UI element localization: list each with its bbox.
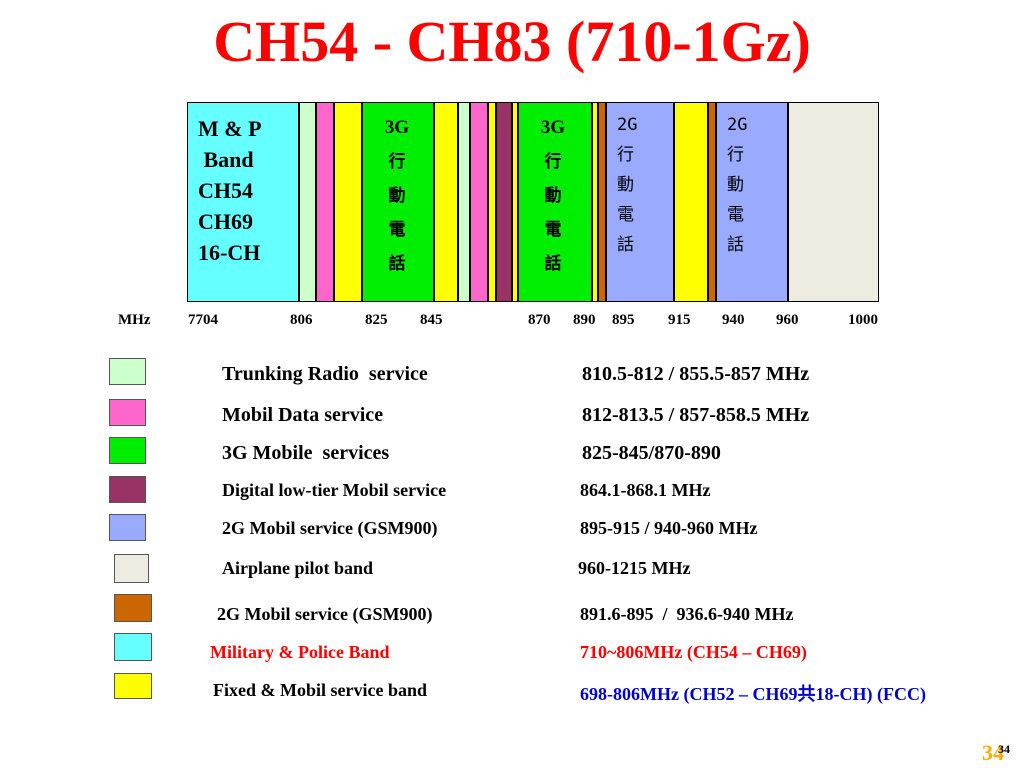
legend-swatch (114, 633, 152, 661)
g3-right-label: 3G 行 動 電 話 (540, 117, 566, 274)
band-gsm-ext-1 (598, 102, 606, 302)
band-airplane-pilot (788, 102, 879, 302)
freq-label: 825 (365, 312, 388, 328)
slide-title: CH54 - CH83 (710-1Gz) (213, 9, 811, 74)
legend-swatch (109, 476, 146, 503)
legend-range: 960-1215 MHz (578, 558, 691, 578)
band-2g-2 (716, 102, 788, 302)
page-number: 34 (982, 740, 1004, 765)
legend-swatch (109, 399, 146, 426)
legend-range: 812-813.5 / 857-858.5 MHz (582, 404, 810, 426)
freq-label: 845 (420, 312, 443, 328)
freq-label: 890 (573, 312, 596, 328)
mp-band-label: M & P Band CH54 CH69 16-CH (198, 116, 262, 265)
band-military-police (187, 102, 299, 302)
legend-range: 895-915 / 940-960 MHz (580, 518, 758, 538)
legend-swatch (109, 358, 146, 385)
band-digital-low-tier (496, 102, 512, 302)
legend-range: 710~806MHz (CH54 – CH69) (580, 642, 807, 662)
legend-range: 698-806MHz (CH52 – CH69共18-CH) (FCC) (580, 684, 926, 704)
freq-label: 1000 (848, 312, 878, 328)
freq-unit-label: MHz (118, 312, 151, 328)
freq-label: 915 (668, 312, 691, 328)
legend-swatch (109, 514, 146, 541)
band-fixed-mobile-5 (592, 102, 598, 302)
band-mobil-data-2 (470, 102, 488, 302)
legend-service: Trunking Radio service (222, 363, 428, 385)
band-gsm-ext-2 (708, 102, 716, 302)
band-mobil-data-1 (316, 102, 334, 302)
legend-service: 2G Mobil service (GSM900) (217, 604, 433, 624)
legend-range: 864.1-868.1 MHz (580, 480, 711, 500)
legend-swatch (114, 673, 152, 699)
freq-label: 7704 (188, 312, 218, 328)
band-2g-1 (606, 102, 674, 302)
legend-service: Digital low-tier Mobil service (222, 480, 447, 500)
legend-service: Fixed & Mobil service band (213, 680, 427, 700)
legend-swatch (114, 594, 152, 622)
freq-label: 895 (612, 312, 635, 328)
legend-swatch (114, 554, 149, 583)
g2-left-label: 2G 行 動 電 話 (617, 115, 638, 255)
freq-label: 960 (776, 312, 799, 328)
band-3g-1 (362, 102, 434, 302)
page-number-small: 34 (998, 742, 1010, 756)
band-fixed-mobile-4 (512, 102, 518, 302)
legend-range: 891.6-895 / 936.6-940 MHz (580, 604, 794, 624)
freq-label: 870 (528, 312, 551, 328)
legend-range: 825-845/870-890 (582, 442, 721, 464)
g3-left-label: 3G 行 動 電 話 (384, 117, 410, 274)
g2-right-label: 2G 行 動 電 話 (727, 115, 748, 255)
legend-service: Mobil Data service (222, 404, 384, 426)
legend-service: 3G Mobile services (222, 442, 390, 464)
legend-range: 810.5-812 / 855.5-857 MHz (582, 363, 810, 385)
band-trunking-radio-2 (458, 102, 470, 302)
freq-label: 940 (722, 312, 745, 328)
band-fixed-mobile-2 (434, 102, 458, 302)
legend-swatch (109, 437, 146, 464)
legend-service: Military & Police Band (210, 642, 390, 662)
band-trunking-radio-1 (299, 102, 316, 302)
band-3g-2 (518, 102, 592, 302)
band-fixed-mobile-1 (334, 102, 362, 302)
freq-label: 806 (290, 312, 313, 328)
legend-service: 2G Mobil service (GSM900) (222, 518, 438, 538)
band-fixed-mobile-6 (674, 102, 708, 302)
legend-service: Airplane pilot band (222, 558, 374, 578)
band-fixed-mobile-3 (488, 102, 496, 302)
